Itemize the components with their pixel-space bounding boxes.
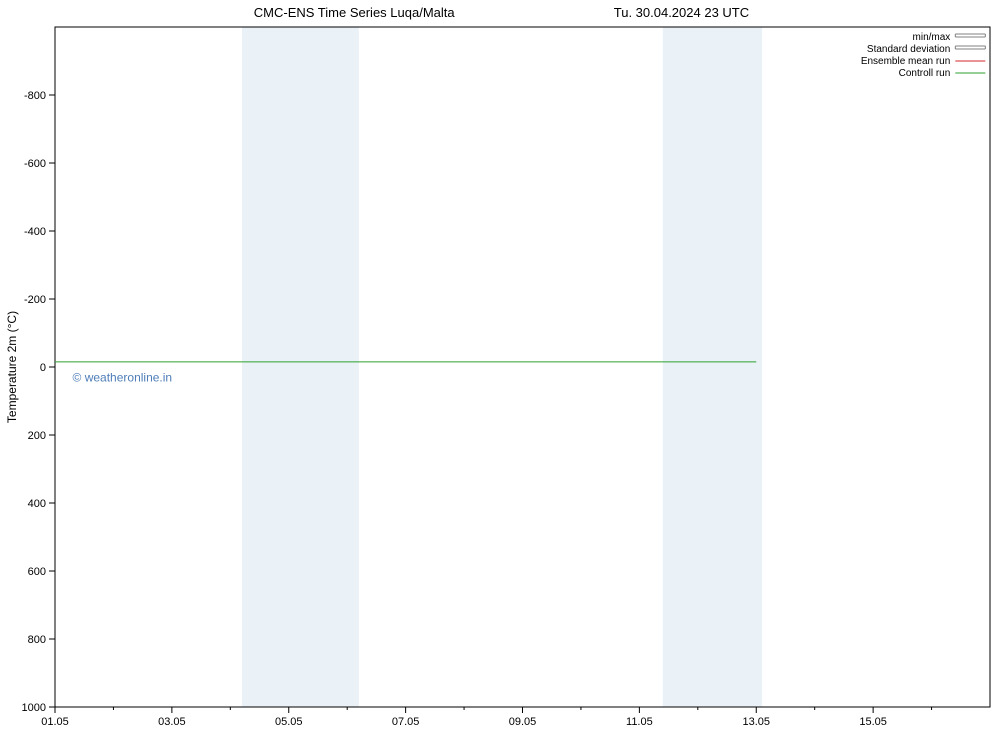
y-tick-label: 800 xyxy=(28,634,46,646)
x-tick-label: 07.05 xyxy=(392,716,420,728)
y-tick-label: -600 xyxy=(24,158,46,170)
watermark-text: © weatheronline.in xyxy=(73,371,173,385)
legend-item-label: Ensemble mean run xyxy=(861,56,951,67)
y-tick-label: 200 xyxy=(28,430,46,442)
y-tick-label: 1000 xyxy=(22,702,46,714)
y-tick-label: 400 xyxy=(28,498,46,510)
chart-svg: -800 -600 -400 -200 0 200 400 600 800 1000 01.05 03… xyxy=(0,0,1000,733)
x-tick-label: 09.05 xyxy=(509,716,537,728)
y-tick-label: -800 xyxy=(24,90,46,102)
x-tick-label: 13.05 xyxy=(742,716,770,728)
y-tick-label: 0 xyxy=(40,362,46,374)
x-tick-label: 03.05 xyxy=(158,716,186,728)
legend-item-label: min/max xyxy=(913,32,951,43)
legend-item-label: Controll run xyxy=(899,68,951,79)
y-axis-label: Temperature 2m (°C) xyxy=(5,311,19,423)
x-tick-label: 05.05 xyxy=(275,716,303,728)
y-tick-label: -400 xyxy=(24,226,46,238)
chart-title-right: Tu. 30.04.2024 23 UTC xyxy=(614,5,749,20)
x-tick-label: 11.05 xyxy=(626,716,653,728)
chart-container: -800 -600 -400 -200 0 200 400 600 800 1000 01.05 03… xyxy=(0,0,1000,733)
y-tick-label: 600 xyxy=(28,566,46,578)
y-tick-label: -200 xyxy=(24,294,46,306)
legend-item-label: Standard deviation xyxy=(867,44,950,55)
chart-title-left: CMC-ENS Time Series Luqa/Malta xyxy=(254,5,456,20)
x-tick-label: 15.05 xyxy=(859,716,887,728)
x-tick-label: 01.05 xyxy=(41,716,69,728)
